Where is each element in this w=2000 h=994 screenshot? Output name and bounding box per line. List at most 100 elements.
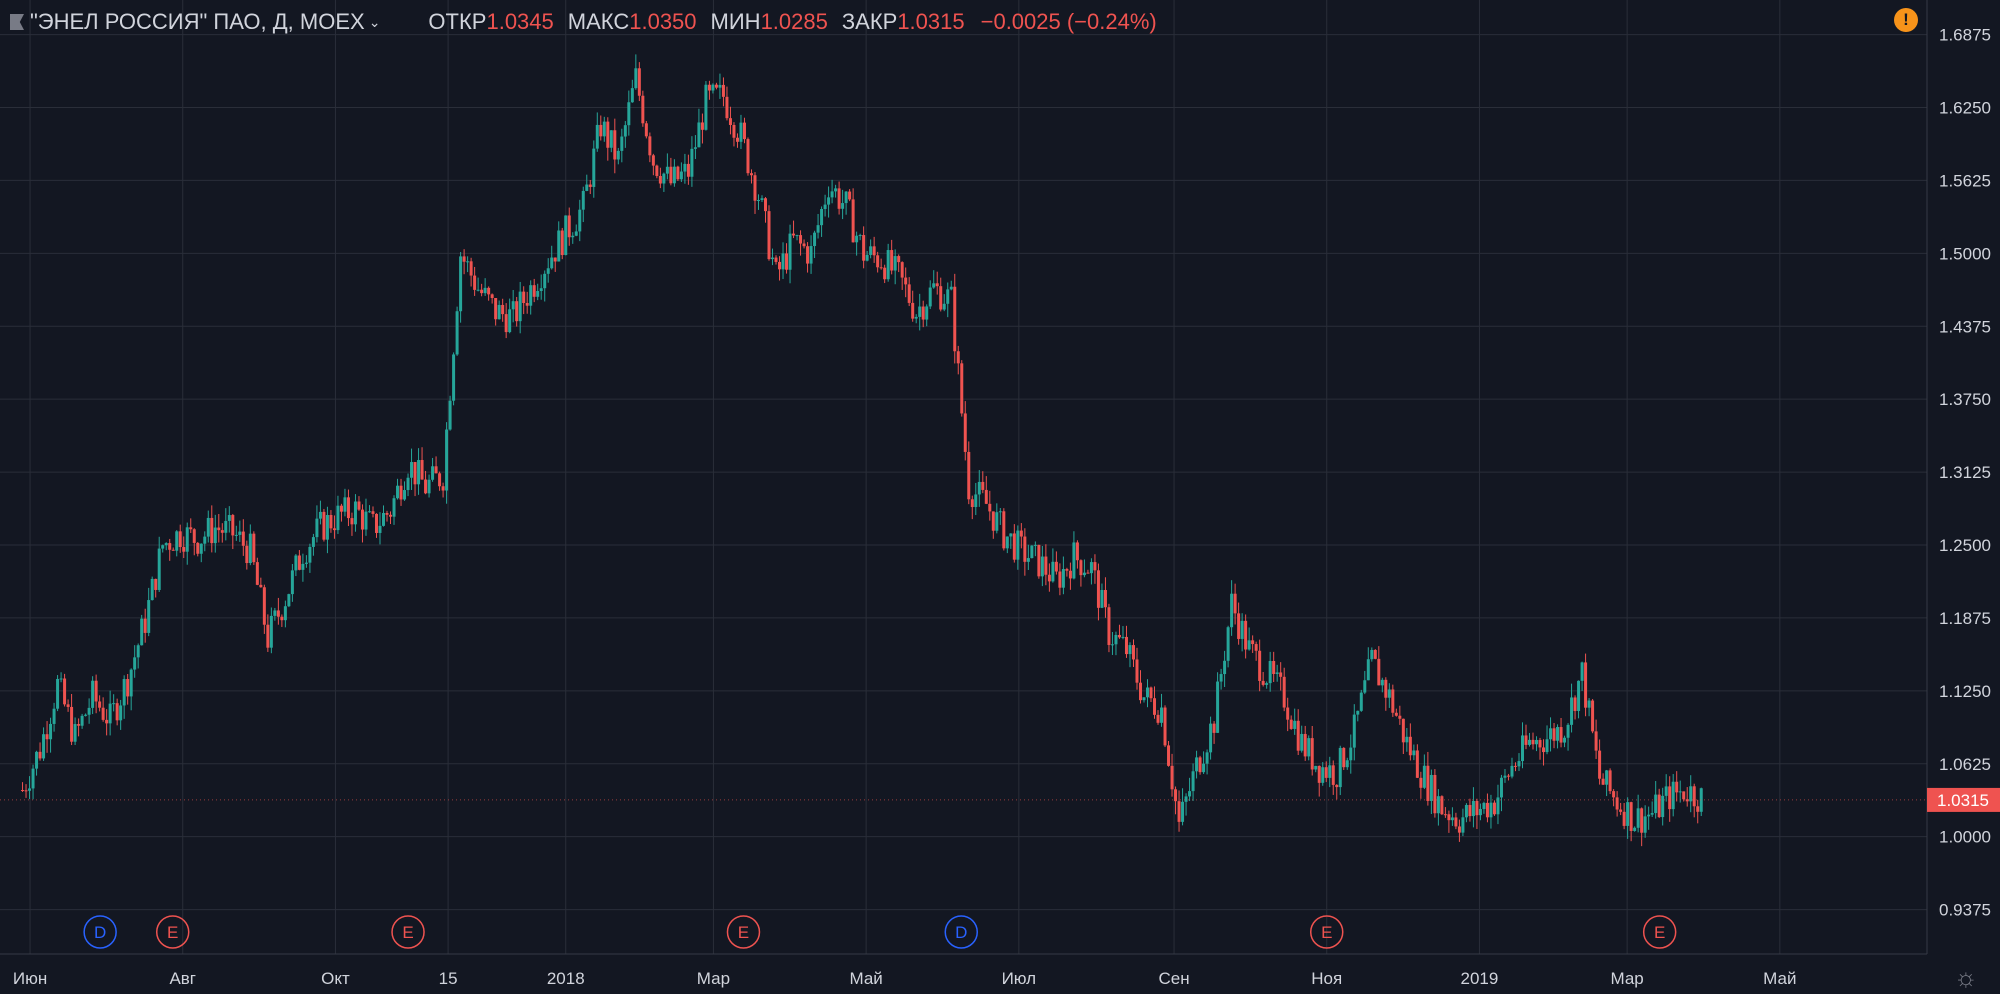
candle-body	[441, 486, 445, 491]
candle-body	[728, 118, 732, 125]
candle-body	[949, 286, 953, 290]
candle-body	[431, 466, 435, 480]
candle-body	[1657, 794, 1661, 818]
candle-body	[396, 485, 400, 499]
candle-body	[322, 511, 326, 540]
candle-body	[1177, 801, 1181, 822]
candle-body	[764, 198, 768, 212]
symbol-title[interactable]: "ЭНЕЛ РОССИЯ" ПАО, Д, MOEX	[30, 9, 365, 34]
candle-body	[869, 246, 873, 255]
candle-body	[1272, 661, 1276, 674]
candle-body	[213, 527, 217, 544]
candle-body	[1009, 533, 1013, 537]
candle-body	[841, 203, 845, 209]
candle-body	[1559, 727, 1563, 743]
chevron-down-icon[interactable]: ⌄	[368, 13, 381, 30]
candle-body	[1184, 796, 1188, 802]
candle-body	[1100, 589, 1104, 608]
candle-body	[266, 624, 270, 648]
candle-body	[1149, 687, 1153, 699]
candle-body	[697, 122, 701, 148]
candle-body	[872, 246, 876, 256]
candle-body	[1219, 674, 1223, 682]
candle-body	[1412, 750, 1416, 756]
candle-body	[129, 669, 133, 697]
candle-body	[140, 618, 144, 646]
candle-body	[1307, 738, 1311, 757]
candle-body	[1342, 747, 1346, 768]
flag-icon[interactable]	[10, 14, 24, 30]
candle-body	[1082, 572, 1086, 576]
candle-body	[837, 188, 841, 209]
candle-body	[1668, 786, 1672, 810]
settings-icon[interactable]: ☼	[1954, 962, 1978, 992]
candle-body	[820, 209, 824, 226]
candle-body	[921, 306, 925, 320]
candle-body	[175, 531, 179, 551]
candle-body	[427, 479, 431, 494]
candle-body	[1366, 659, 1370, 681]
candle-body	[525, 303, 529, 306]
candle-body	[676, 166, 680, 180]
candle-body	[679, 171, 683, 180]
candle-body	[101, 707, 105, 720]
candle-body	[588, 184, 592, 187]
candle-body	[1117, 634, 1121, 638]
candle-body	[988, 503, 992, 512]
candle-body	[834, 188, 838, 192]
time-tick-label: Сен	[1158, 969, 1189, 988]
candle-body	[756, 200, 760, 202]
candle-body	[785, 253, 789, 270]
time-tick-label: Май	[1763, 969, 1796, 988]
price-tick-label: 1.3125	[1939, 463, 1991, 482]
dividend-marker[interactable]	[944, 915, 979, 949]
candle-body	[84, 714, 88, 716]
earnings-marker[interactable]	[1309, 915, 1344, 949]
candle-body	[1216, 681, 1220, 733]
candle-body	[778, 261, 782, 270]
candle-body	[182, 547, 186, 552]
candle-body	[1517, 761, 1521, 767]
candle-body	[63, 678, 67, 705]
candle-body	[998, 511, 1002, 513]
candle-body	[1160, 707, 1164, 723]
candle-body	[553, 257, 557, 262]
candle-body	[287, 594, 291, 607]
candle-body	[683, 163, 687, 172]
candle-body	[1619, 809, 1623, 812]
earnings-marker[interactable]	[391, 915, 425, 949]
candle-body	[1468, 804, 1472, 817]
candle-body	[1212, 723, 1216, 733]
candle-body	[1454, 817, 1458, 827]
candle-body	[1121, 636, 1125, 638]
candle-body	[795, 235, 799, 237]
candle-body	[1387, 689, 1391, 698]
candle-body	[1054, 561, 1058, 572]
candle-body	[1198, 757, 1202, 773]
candle-body	[630, 88, 634, 103]
dividend-marker[interactable]	[83, 915, 117, 949]
candle-body	[1279, 672, 1283, 677]
candle-body	[1678, 791, 1682, 793]
candle-body	[704, 84, 708, 130]
earnings-marker[interactable]	[726, 915, 761, 949]
candle-body	[1475, 800, 1479, 816]
candle-body	[1520, 735, 1524, 762]
candle-body	[24, 790, 28, 792]
warning-icon[interactable]: !	[1894, 8, 1918, 32]
candle-body	[690, 148, 694, 177]
candle-body	[1051, 561, 1055, 582]
candle-body	[389, 514, 393, 517]
candle-body	[1335, 784, 1339, 788]
earnings-marker[interactable]	[155, 915, 190, 949]
earnings-marker[interactable]	[1642, 915, 1677, 949]
candle-body	[956, 351, 960, 364]
candle-body	[879, 267, 883, 269]
candle-body	[981, 481, 985, 490]
candle-body	[1096, 570, 1100, 608]
candle-body	[38, 751, 42, 759]
candle-body	[311, 537, 315, 547]
candle-body	[844, 191, 848, 204]
candle-body	[382, 513, 386, 526]
